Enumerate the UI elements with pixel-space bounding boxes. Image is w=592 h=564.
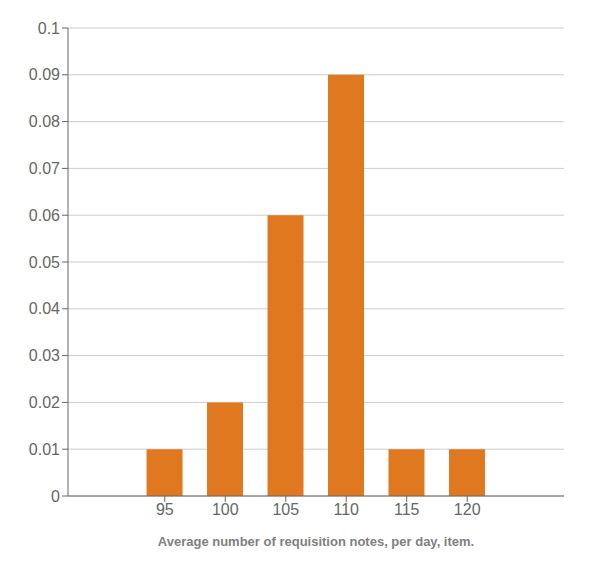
svg-text:120: 120	[454, 501, 481, 518]
svg-text:95: 95	[156, 501, 174, 518]
svg-text:100: 100	[212, 501, 239, 518]
svg-text:0.01: 0.01	[29, 441, 60, 458]
svg-text:110: 110	[333, 501, 359, 518]
svg-text:0.07: 0.07	[29, 160, 60, 177]
svg-text:0.1: 0.1	[38, 20, 60, 37]
svg-text:0.06: 0.06	[29, 207, 60, 224]
svg-text:0.08: 0.08	[29, 113, 60, 130]
svg-text:105: 105	[272, 501, 299, 518]
svg-text:0.05: 0.05	[29, 254, 60, 271]
svg-text:0.03: 0.03	[29, 347, 60, 364]
svg-text:0: 0	[51, 488, 60, 505]
svg-text:0.04: 0.04	[29, 300, 60, 317]
svg-text:Average number of requisition: Average number of requisition notes, per…	[158, 534, 474, 549]
svg-text:0.09: 0.09	[29, 66, 60, 83]
svg-text:115: 115	[394, 501, 420, 518]
svg-text:0.02: 0.02	[29, 394, 60, 411]
